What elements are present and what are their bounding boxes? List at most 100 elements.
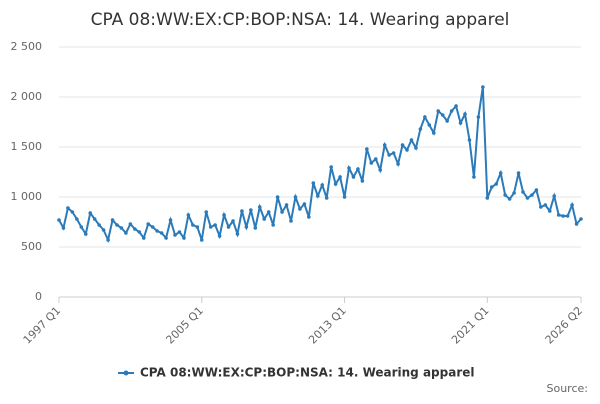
- point: [115, 223, 119, 227]
- point: [159, 231, 164, 235]
- point: [382, 143, 387, 147]
- point: [262, 217, 267, 221]
- point: [57, 218, 61, 222]
- point: [150, 225, 155, 229]
- point: [467, 138, 472, 142]
- point: [391, 151, 396, 155]
- legend-label: CPA 08:WW:EX:CP:BOP:NSA: 14. Wearing app…: [140, 366, 475, 380]
- point: [400, 143, 405, 147]
- point: [539, 205, 543, 209]
- x-tick-label: 2021 Q1: [449, 304, 492, 347]
- point: [489, 185, 494, 189]
- point: [240, 209, 244, 213]
- point: [253, 226, 258, 230]
- point: [534, 188, 539, 192]
- point: [476, 115, 481, 119]
- point: [280, 210, 284, 214]
- point: [186, 213, 191, 217]
- y-tick-label: 500: [21, 240, 42, 253]
- point: [289, 219, 293, 223]
- x-tick-label: 1997 Q1: [21, 304, 64, 347]
- point: [481, 85, 485, 89]
- y-tick-label: 1 000: [11, 190, 43, 203]
- point: [75, 217, 79, 221]
- point: [249, 208, 253, 212]
- point: [498, 171, 503, 175]
- point: [329, 165, 333, 169]
- point: [463, 112, 467, 116]
- point: [324, 196, 329, 200]
- point: [208, 225, 213, 229]
- point: [199, 238, 204, 242]
- source: Source:: [547, 382, 589, 395]
- point: [217, 234, 222, 238]
- point: [257, 205, 262, 209]
- point: [97, 223, 101, 227]
- point: [338, 175, 342, 179]
- point: [570, 203, 574, 207]
- point: [222, 213, 226, 217]
- point: [244, 225, 249, 229]
- point: [213, 223, 217, 227]
- point: [204, 210, 209, 214]
- point: [137, 230, 142, 234]
- point: [449, 109, 454, 113]
- point: [356, 167, 360, 171]
- point: [155, 229, 159, 233]
- point: [561, 214, 565, 218]
- point: [494, 182, 499, 186]
- point: [521, 190, 525, 194]
- point: [440, 113, 445, 117]
- point: [574, 222, 579, 226]
- point: [445, 119, 449, 123]
- point: [195, 225, 200, 229]
- point: [311, 181, 316, 185]
- point: [387, 153, 391, 157]
- point: [293, 195, 298, 199]
- point: [307, 215, 311, 219]
- point: [525, 196, 530, 200]
- point: [177, 230, 182, 234]
- point: [191, 223, 195, 227]
- x-tick-label: 2005 Q1: [163, 304, 206, 347]
- x-tick-label: 2026 Q2: [543, 304, 586, 347]
- point: [485, 196, 490, 200]
- point: [235, 232, 240, 236]
- point: [414, 146, 418, 150]
- point: [351, 175, 356, 179]
- point: [409, 138, 414, 142]
- point: [454, 104, 458, 108]
- point: [320, 183, 325, 187]
- point: [436, 109, 441, 113]
- point: [271, 223, 275, 227]
- point: [70, 210, 75, 214]
- point: [369, 161, 374, 165]
- point: [164, 236, 168, 240]
- point: [503, 193, 507, 197]
- point: [565, 214, 570, 218]
- point: [66, 206, 70, 210]
- point: [284, 203, 289, 207]
- point: [119, 226, 124, 230]
- legend-marker: [123, 370, 129, 376]
- point: [79, 225, 84, 229]
- point: [168, 218, 173, 222]
- y-tick-label: 0: [35, 290, 42, 303]
- point: [146, 222, 151, 226]
- series-line: [58, 86, 582, 244]
- point: [83, 232, 88, 236]
- point: [405, 148, 409, 152]
- point: [275, 195, 280, 199]
- point: [266, 210, 271, 214]
- point: [547, 209, 552, 213]
- point: [543, 203, 548, 207]
- point: [431, 131, 436, 135]
- point: [396, 162, 400, 166]
- point: [516, 171, 521, 175]
- y-tick-label: 2 000: [11, 90, 43, 103]
- point: [378, 168, 383, 172]
- point: [88, 211, 93, 215]
- point: [342, 195, 347, 199]
- x-tick-label: 2013 Q1: [306, 304, 349, 347]
